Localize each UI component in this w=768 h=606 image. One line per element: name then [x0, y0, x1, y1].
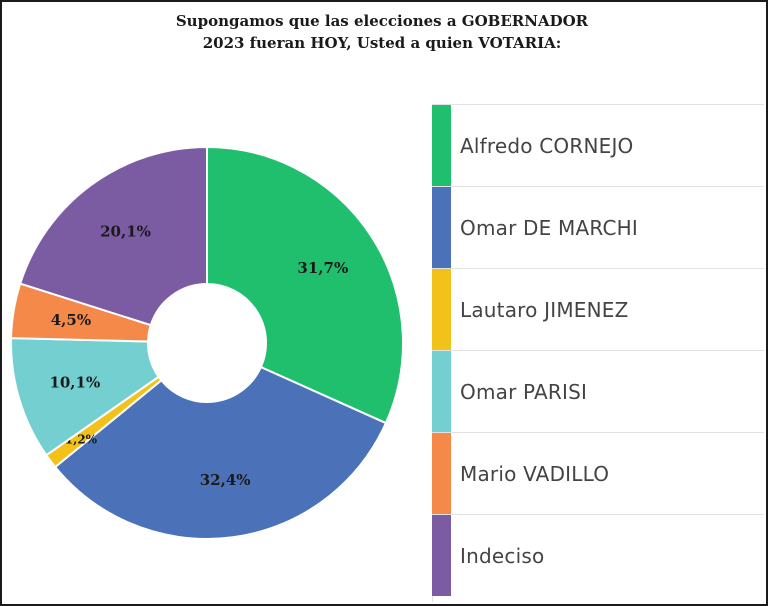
chart-title-line-1: Supongamos que las elecciones a GOBERNAD… [175, 12, 589, 30]
pie-slice-label-4: 4,5% [51, 311, 91, 329]
pie-slice-5 [18, 145, 208, 327]
pie-slice-label-1: 32,4% [200, 471, 251, 489]
legend-swatch-4 [432, 433, 451, 514]
legend-swatch-1 [432, 187, 451, 268]
chart-legend: Alfredo CORNEJO Omar DE MARCHI Lautaro JIM… [432, 104, 764, 596]
chart-title-line-2: 2023 fueran HOY, Usted a quien VOTARIA: [202, 34, 562, 52]
pie-slice-label-5: 20,1% [100, 223, 151, 241]
legend-swatch-0 [432, 105, 451, 186]
pie-slice-1 [53, 365, 388, 540]
pie-slice-3 [10, 337, 161, 457]
legend-item-5: Indeciso [432, 514, 764, 596]
legend-label-2: Lautaro JIMENEZ [460, 297, 629, 322]
pie-slice-0 [206, 145, 404, 425]
legend-item-1: Omar DE MARCHI [432, 186, 764, 268]
legend-item-3: Omar PARISI [432, 350, 764, 432]
legend-label-1: Omar DE MARCHI [460, 215, 638, 240]
legend-label-5: Indeciso [460, 543, 545, 568]
legend-item-0: Alfredo CORNEJO [432, 104, 764, 186]
pie-slice-label-0: 31,7% [297, 259, 348, 277]
legend-label-3: Omar PARISI [460, 379, 588, 404]
legend-label-0: Alfredo CORNEJO [460, 133, 634, 158]
chart-title: Supongamos que las elecciones a GOBERNAD… [0, 10, 764, 54]
legend-item-2: Lautaro JIMENEZ [432, 268, 764, 350]
legend-swatch-3 [432, 351, 451, 432]
legend-item-4: Mario VADILLO [432, 432, 764, 514]
pie-slice-label-3: 10,1% [49, 374, 100, 392]
legend-swatch-2 [432, 269, 451, 350]
legend-swatch-5 [432, 515, 451, 596]
legend-label-4: Mario VADILLO [460, 461, 610, 486]
